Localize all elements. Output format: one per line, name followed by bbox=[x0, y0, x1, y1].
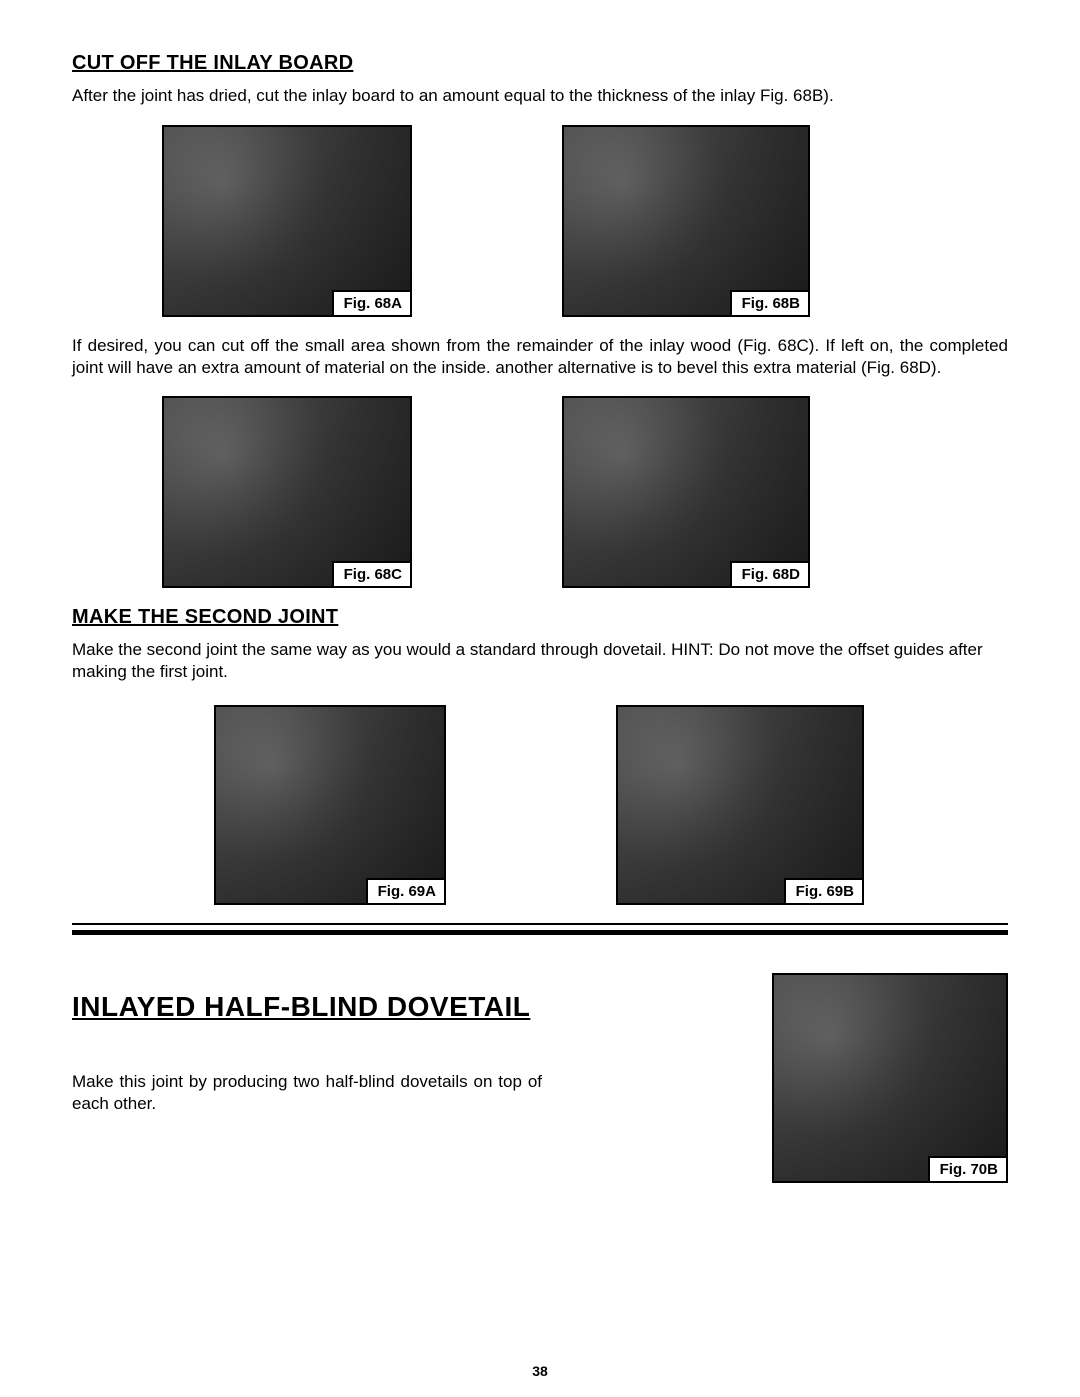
paragraph-lower: Make this joint by producing two half-bl… bbox=[72, 1071, 542, 1115]
figure-68b: Fig. 68B bbox=[562, 125, 810, 317]
figure-70b: Fig. 70B bbox=[772, 973, 1008, 1183]
divider-thick bbox=[72, 930, 1008, 935]
lower-right-column: Fig. 70B bbox=[748, 973, 1008, 1183]
figure-68b-label: Fig. 68B bbox=[730, 290, 808, 315]
paragraph-cut-off-2: If desired, you can cut off the small ar… bbox=[72, 335, 1008, 379]
figure-row-69ab: Fig. 69A Fig. 69B bbox=[72, 705, 1008, 905]
paragraph-cut-off-1: After the joint has dried, cut the inlay… bbox=[72, 85, 1008, 107]
figure-69b-label: Fig. 69B bbox=[784, 878, 862, 903]
main-title-inlayed-half-blind: INLAYED HALF-BLIND DOVETAIL bbox=[72, 991, 726, 1023]
divider-thin bbox=[72, 923, 1008, 925]
figure-68c-label: Fig. 68C bbox=[332, 561, 410, 586]
figure-69a: Fig. 69A bbox=[214, 705, 446, 905]
figure-68c-image bbox=[164, 398, 410, 586]
figure-68d-image bbox=[564, 398, 808, 586]
heading-cut-off-inlay: CUT OFF THE INLAY BOARD bbox=[72, 52, 1008, 75]
figure-68d-label: Fig. 68D bbox=[730, 561, 808, 586]
figure-70b-label: Fig. 70B bbox=[928, 1156, 1006, 1181]
figure-69a-label: Fig. 69A bbox=[366, 878, 444, 903]
figure-70b-image bbox=[774, 975, 1006, 1181]
figure-row-68ab: Fig. 68A Fig. 68B bbox=[72, 125, 1008, 317]
paragraph-second-joint: Make the second joint the same way as yo… bbox=[72, 639, 1008, 683]
figure-68c: Fig. 68C bbox=[162, 396, 412, 588]
heading-make-second-joint: MAKE THE SECOND JOINT bbox=[72, 606, 1008, 629]
figure-68a-label: Fig. 68A bbox=[332, 290, 410, 315]
figure-69b-image bbox=[618, 707, 862, 903]
page-number: 38 bbox=[0, 1363, 1080, 1379]
figure-68a-image bbox=[164, 127, 410, 315]
figure-68b-image bbox=[564, 127, 808, 315]
page: CUT OFF THE INLAY BOARD After the joint … bbox=[0, 0, 1080, 1397]
figure-69b: Fig. 69B bbox=[616, 705, 864, 905]
figure-row-68cd: Fig. 68C Fig. 68D bbox=[72, 396, 1008, 588]
lower-block: INLAYED HALF-BLIND DOVETAIL Make this jo… bbox=[72, 973, 1008, 1183]
lower-left-column: INLAYED HALF-BLIND DOVETAIL Make this jo… bbox=[72, 973, 748, 1133]
figure-68d: Fig. 68D bbox=[562, 396, 810, 588]
figure-69a-image bbox=[216, 707, 444, 903]
figure-68a: Fig. 68A bbox=[162, 125, 412, 317]
